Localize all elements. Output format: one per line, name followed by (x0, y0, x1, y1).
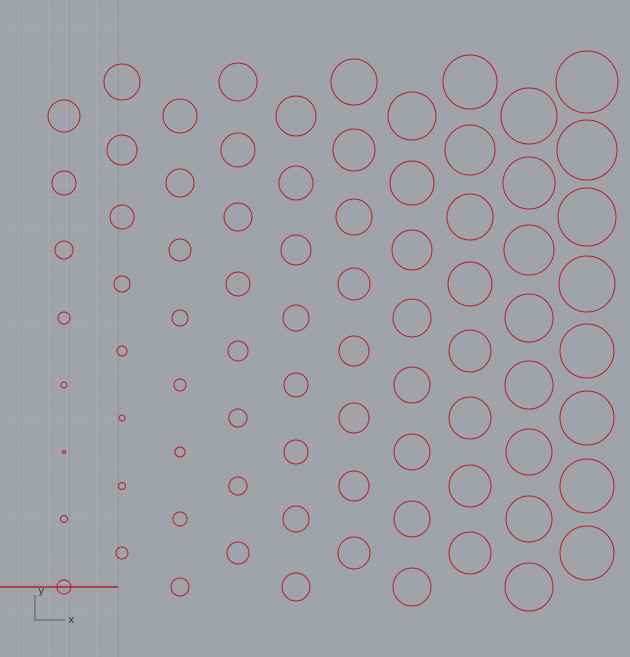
circle (338, 470, 370, 502)
circle (330, 58, 378, 106)
circle (502, 156, 556, 210)
circle (282, 505, 310, 533)
circle (283, 372, 309, 398)
circle (165, 168, 195, 198)
circle (448, 396, 492, 440)
circle (60, 381, 68, 389)
circle (113, 275, 131, 293)
circle (116, 345, 128, 357)
circle (115, 546, 129, 560)
circle (278, 165, 314, 201)
circle (227, 340, 249, 362)
circle (556, 119, 618, 181)
circle (162, 98, 198, 134)
circle (226, 541, 250, 565)
circle (60, 515, 68, 523)
circle (62, 450, 66, 454)
axis-icon: y x (34, 584, 75, 626)
circle (558, 255, 616, 313)
circle (280, 234, 312, 266)
circle (448, 464, 492, 508)
circle (393, 366, 431, 404)
circle (109, 204, 135, 230)
circle (505, 495, 553, 543)
circle (223, 202, 253, 232)
circle (393, 433, 431, 471)
circle (228, 476, 248, 496)
axis-label-y: y (38, 584, 45, 597)
circle (332, 128, 376, 172)
circle (389, 160, 435, 206)
circle (56, 579, 72, 595)
circle (387, 91, 437, 141)
circle (448, 531, 492, 575)
circle (337, 536, 371, 570)
circle (54, 240, 74, 260)
circle (442, 54, 498, 110)
circle (173, 378, 187, 392)
circle (106, 134, 138, 166)
circle (500, 87, 558, 145)
circle (275, 95, 317, 137)
circle (559, 525, 615, 581)
circle (559, 390, 615, 446)
circle (393, 500, 431, 538)
circle (338, 402, 370, 434)
circle (391, 229, 433, 271)
circle (337, 267, 371, 301)
circle (338, 335, 370, 367)
circle (392, 567, 432, 607)
circle (557, 187, 617, 247)
circle (174, 446, 186, 458)
circle (47, 99, 81, 133)
axis-icon-lines (34, 595, 65, 621)
circle (281, 572, 311, 602)
circle (504, 360, 554, 410)
circle (51, 170, 77, 196)
circle (171, 309, 189, 327)
circle (172, 511, 188, 527)
circle (220, 132, 256, 168)
circle (283, 439, 309, 465)
circle (444, 124, 496, 176)
circle (503, 224, 555, 276)
circle (504, 293, 554, 343)
circle (559, 323, 615, 379)
circle (504, 562, 554, 612)
circle (446, 193, 494, 241)
circle (505, 428, 553, 476)
circle (57, 311, 71, 325)
circle (225, 271, 251, 297)
circle (218, 62, 258, 102)
circle (447, 261, 493, 307)
circle (170, 577, 190, 597)
circle (103, 63, 141, 101)
circle (335, 198, 373, 236)
circle (118, 414, 126, 422)
axis-label-x: x (68, 613, 75, 626)
circle (118, 482, 126, 490)
circles (47, 50, 619, 612)
circle (559, 458, 615, 514)
grid-major (0, 0, 118, 657)
circle (168, 238, 192, 262)
circle (392, 298, 432, 338)
circle (282, 304, 310, 332)
circle (448, 329, 492, 373)
circle (555, 50, 619, 114)
circle (228, 408, 248, 428)
